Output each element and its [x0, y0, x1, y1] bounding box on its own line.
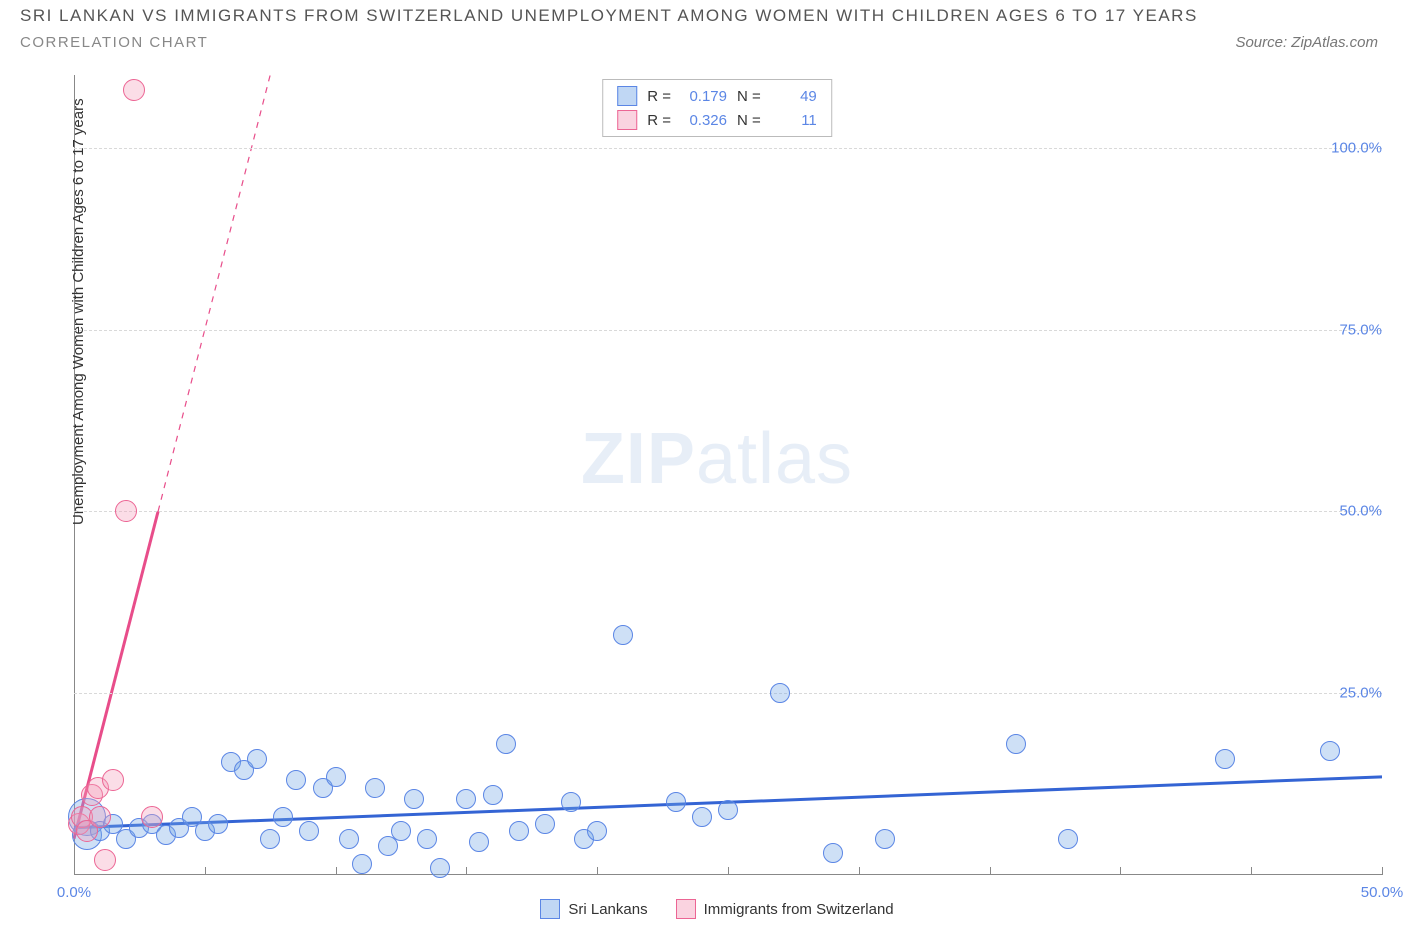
data-point	[718, 800, 738, 820]
legend-label-pink: Immigrants from Switzerland	[704, 901, 894, 918]
data-point	[1058, 829, 1078, 849]
x-tick	[728, 867, 729, 875]
data-point	[94, 849, 116, 871]
data-point	[770, 683, 790, 703]
grid-line	[74, 511, 1382, 512]
data-point	[1320, 741, 1340, 761]
x-tick	[597, 867, 598, 875]
legend-stats-row-blue: R = 0.179 N = 49	[603, 84, 831, 108]
swatch-blue-icon	[617, 86, 637, 106]
data-point	[299, 821, 319, 841]
data-point	[666, 792, 686, 812]
chart-area: Unemployment Among Women with Children A…	[52, 75, 1382, 875]
data-point	[352, 854, 372, 874]
legend-label-blue: Sri Lankans	[568, 901, 647, 918]
data-point	[391, 821, 411, 841]
stat-n-label: N =	[737, 88, 761, 105]
title-block: SRI LANKAN VS IMMIGRANTS FROM SWITZERLAN…	[20, 6, 1386, 51]
legend-stats-row-pink: R = 0.326 N = 11	[603, 108, 831, 132]
data-point	[692, 807, 712, 827]
data-point	[102, 769, 124, 791]
data-point	[286, 770, 306, 790]
grid-line	[74, 148, 1382, 149]
swatch-pink-icon	[617, 110, 637, 130]
data-point	[273, 807, 293, 827]
swatch-blue-icon	[540, 899, 560, 919]
data-point	[561, 792, 581, 812]
y2-tick-label: 25.0%	[1339, 685, 1382, 702]
chart-subtitle: CORRELATION CHART	[20, 34, 1386, 51]
grid-line	[74, 330, 1382, 331]
legend-stats-box: R = 0.179 N = 49 R = 0.326 N = 11	[602, 79, 832, 137]
data-point	[823, 843, 843, 863]
data-point	[875, 829, 895, 849]
data-point	[339, 829, 359, 849]
data-point	[404, 789, 424, 809]
data-point	[247, 749, 267, 769]
stat-n-pink: 11	[771, 112, 817, 129]
x-tick	[74, 867, 75, 875]
data-point	[417, 829, 437, 849]
x-tick	[336, 867, 337, 875]
x-tick	[1382, 867, 1383, 875]
x-tick-label: 0.0%	[57, 884, 91, 901]
data-point	[613, 625, 633, 645]
grid-line	[74, 693, 1382, 694]
x-tick	[1120, 867, 1121, 875]
legend-bottom: Sri Lankans Immigrants from Switzerland	[52, 899, 1382, 919]
data-point	[430, 858, 450, 878]
data-point	[141, 806, 163, 828]
x-tick-label: 50.0%	[1361, 884, 1404, 901]
data-point	[483, 785, 503, 805]
x-tick	[205, 867, 206, 875]
legend-item-blue: Sri Lankans	[540, 899, 647, 919]
data-point	[535, 814, 555, 834]
data-point	[509, 821, 529, 841]
stat-r-pink: 0.326	[681, 112, 727, 129]
stat-n-blue: 49	[771, 88, 817, 105]
stat-r-label: R =	[647, 112, 671, 129]
chart-title: SRI LANKAN VS IMMIGRANTS FROM SWITZERLAN…	[20, 6, 1386, 26]
stat-r-blue: 0.179	[681, 88, 727, 105]
data-point	[456, 789, 476, 809]
x-tick	[466, 867, 467, 875]
data-point	[496, 734, 516, 754]
data-point	[123, 79, 145, 101]
data-point	[587, 821, 607, 841]
y2-tick-label: 100.0%	[1331, 139, 1382, 156]
data-point	[89, 806, 111, 828]
page: { "title_line": "SRI LANKAN VS IMMIGRANT…	[0, 0, 1406, 930]
data-point	[1006, 734, 1026, 754]
data-point	[208, 814, 228, 834]
stat-n-label: N =	[737, 112, 761, 129]
x-tick	[1251, 867, 1252, 875]
x-tick	[859, 867, 860, 875]
y2-tick-label: 75.0%	[1339, 321, 1382, 338]
data-point	[115, 500, 137, 522]
data-point	[365, 778, 385, 798]
x-tick	[990, 867, 991, 875]
data-point	[260, 829, 280, 849]
data-point	[1215, 749, 1235, 769]
swatch-pink-icon	[676, 899, 696, 919]
source-label: Source: ZipAtlas.com	[1235, 34, 1378, 51]
legend-item-pink: Immigrants from Switzerland	[676, 899, 894, 919]
y2-tick-label: 50.0%	[1339, 503, 1382, 520]
stat-r-label: R =	[647, 88, 671, 105]
data-point	[326, 767, 346, 787]
data-point	[469, 832, 489, 852]
